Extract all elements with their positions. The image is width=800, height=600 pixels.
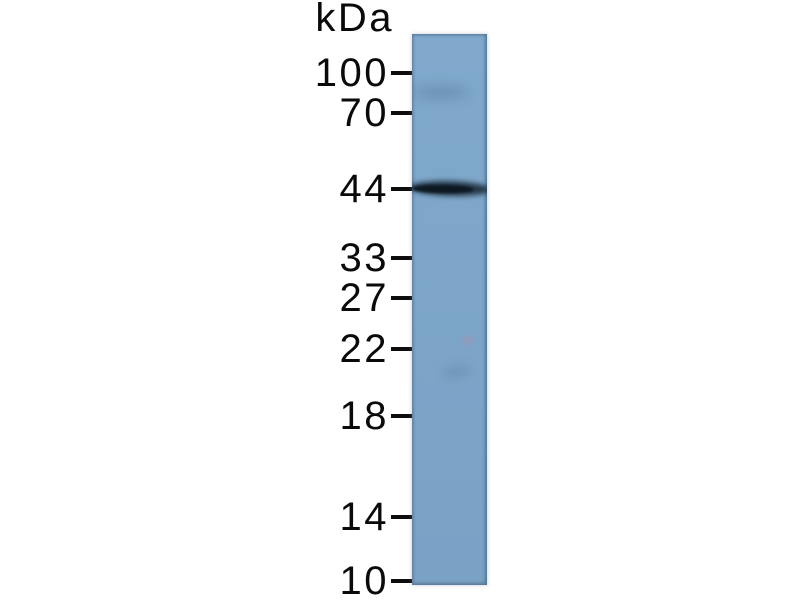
marker-tick-18 [391, 414, 415, 418]
marker-label-10: 10 [339, 559, 389, 600]
marker-label-27: 27 [339, 276, 389, 320]
marker-label-22: 22 [339, 327, 389, 371]
marker-row-70: 70 [0, 93, 415, 133]
marker-row-44: 44 [0, 169, 415, 209]
marker-label-14: 14 [339, 495, 389, 539]
marker-tick-100 [391, 71, 415, 75]
marker-tick-70 [391, 111, 415, 115]
marker-tick-27 [391, 296, 415, 300]
marker-row-10: 10 [0, 561, 415, 600]
marker-row-18: 18 [0, 396, 415, 436]
marker-tick-10 [391, 579, 415, 583]
marker-row-27: 27 [0, 278, 415, 318]
marker-tick-33 [391, 256, 415, 260]
kda-unit-label: kDa [315, 0, 394, 40]
lane-smudge-artifact [412, 86, 470, 99]
marker-tick-22 [391, 347, 415, 351]
marker-row-22: 22 [0, 329, 415, 369]
marker-row-33: 33 [0, 238, 415, 278]
marker-row-14: 14 [0, 497, 415, 537]
marker-tick-44 [391, 187, 415, 191]
pink-speck-artifact [462, 336, 473, 345]
marker-label-33: 33 [339, 236, 389, 280]
marker-label-100: 100 [314, 51, 389, 95]
marker-label-18: 18 [339, 394, 389, 438]
marker-label-44: 44 [339, 167, 389, 211]
marker-tick-14 [391, 515, 415, 519]
marker-row-100: 100 [0, 53, 415, 93]
membrane-lane [412, 34, 487, 585]
marker-label-70: 70 [339, 91, 389, 135]
faint-patch-artifact [441, 363, 473, 381]
